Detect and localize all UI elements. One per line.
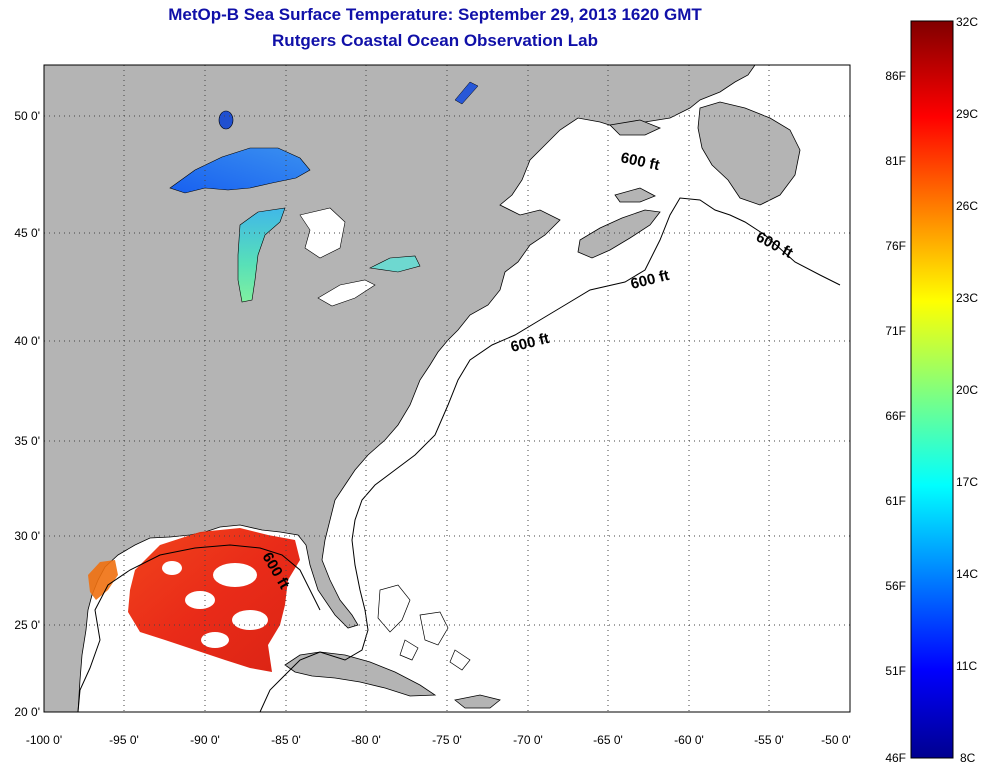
lon-tick-label: -65 0' <box>593 733 623 747</box>
lat-tick-label: 35 0' <box>14 434 40 448</box>
colorbar-label-c: 32C <box>956 15 978 29</box>
colorbar-label-c: 29C <box>956 107 978 121</box>
land-nova-scotia <box>577 209 661 259</box>
cloud-gaps <box>162 561 268 648</box>
colorbar-fahrenheit-labels: 86F 81F 76F 71F 66F 61F 56F 51F 46F <box>885 69 906 765</box>
lake-nipigon <box>218 110 234 130</box>
lat-tick-label: 50 0' <box>14 109 40 123</box>
colorbar-label-c: 20C <box>956 383 978 397</box>
lon-tick-label: -55 0' <box>754 733 784 747</box>
lat-tick-labels: 20 0' 25 0' 30 0' 35 0' 40 0' 45 0' 50 0… <box>14 109 40 719</box>
lat-tick-label: 45 0' <box>14 226 40 240</box>
colorbar-label-f: 56F <box>885 579 906 593</box>
lon-tick-label: -75 0' <box>432 733 462 747</box>
colorbar-label-f: 66F <box>885 409 906 423</box>
land-hispaniola <box>454 694 501 709</box>
lon-tick-label: -80 0' <box>351 733 381 747</box>
colorbar <box>910 20 954 759</box>
lat-tick-label: 40 0' <box>14 334 40 348</box>
lat-tick-label: 25 0' <box>14 618 40 632</box>
colorbar-label-c: 23C <box>956 291 978 305</box>
map-subtitle: Rutgers Coastal Ocean Observation Lab <box>272 31 598 50</box>
lon-tick-label: -70 0' <box>513 733 543 747</box>
colorbar-label-f: 81F <box>885 154 906 168</box>
lon-tick-label: -90 0' <box>190 733 220 747</box>
bathymetry-contour-gulf <box>77 544 321 713</box>
colorbar-label-f: 46F <box>885 751 906 765</box>
land-pei <box>614 187 656 203</box>
lat-tick-label: 20 0' <box>14 705 40 719</box>
lon-tick-label: -95 0' <box>109 733 139 747</box>
colorbar-label-c: 14C <box>956 567 978 581</box>
lon-tick-labels: -100 0' -95 0' -90 0' -85 0' -80 0' -75 … <box>26 733 851 747</box>
colorbar-label-c: 26C <box>956 199 978 213</box>
lake-erie <box>317 279 376 307</box>
colorbar-label-c: 8C <box>960 751 976 765</box>
land-newfoundland <box>697 101 801 206</box>
land-anticosti <box>609 119 662 136</box>
land-north-america <box>43 64 756 713</box>
lake-superior-sst <box>169 147 311 194</box>
map-title: MetOp-B Sea Surface Temperature: Septemb… <box>168 5 702 24</box>
colorbar-label-c: 17C <box>956 475 978 489</box>
bahamas-islands <box>377 584 471 671</box>
colorbar-label-f: 61F <box>885 494 906 508</box>
lake-winnipeg-fragment <box>454 81 479 105</box>
gulf-sst-coastal-fringe <box>88 560 118 600</box>
bathymetry-contour-600ft <box>259 197 841 713</box>
colorbar-label-f: 71F <box>885 324 906 338</box>
colorbar-label-f: 86F <box>885 69 906 83</box>
colorbar-celsius-labels: 32C 29C 26C 23C 20C 17C 14C 11C 8C <box>956 15 978 765</box>
lon-tick-label: -100 0' <box>26 733 62 747</box>
land-cuba <box>284 651 437 697</box>
lake-ontario-sst <box>369 255 421 273</box>
colorbar-label-f: 51F <box>885 664 906 678</box>
lon-tick-label: -85 0' <box>271 733 301 747</box>
lon-tick-label: -50 0' <box>821 733 851 747</box>
lon-tick-label: -60 0' <box>674 733 704 747</box>
map-frame <box>43 64 851 713</box>
lat-tick-label: 30 0' <box>14 529 40 543</box>
lake-michigan-sst <box>237 207 286 303</box>
colorbar-label-f: 76F <box>885 239 906 253</box>
colorbar-label-c: 11C <box>956 659 977 673</box>
